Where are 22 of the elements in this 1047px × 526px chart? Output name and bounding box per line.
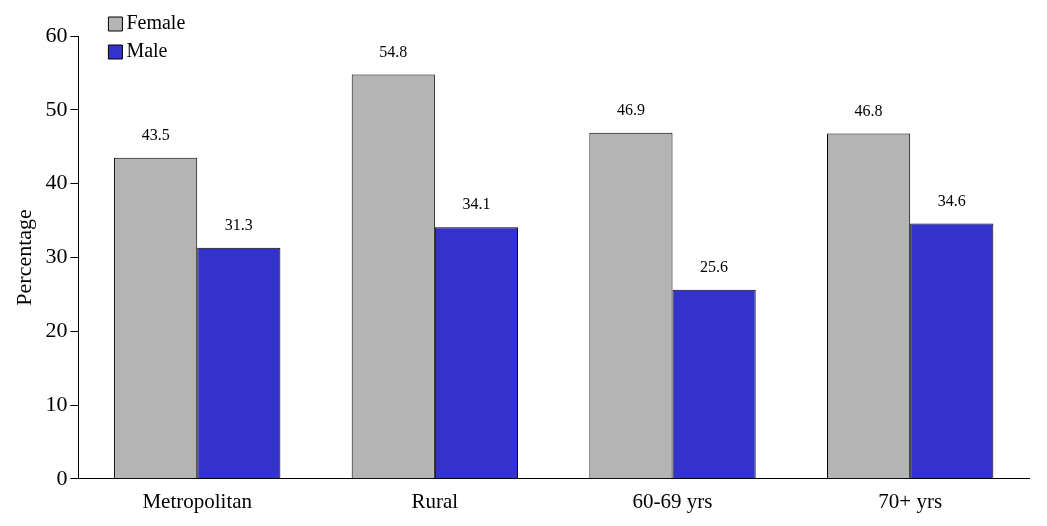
x-tick-label: 60-69 yrs (632, 488, 713, 513)
y-tick-label: 0 (56, 464, 68, 490)
data-label: 34.1 (462, 195, 491, 213)
y-tick-label: 20 (45, 316, 68, 342)
legend-label: Male (126, 39, 168, 62)
y-axis-title: Percentage (10, 209, 36, 306)
data-label: 43.5 (141, 125, 170, 143)
x-tick-label: 70+ yrs (878, 488, 943, 513)
y-tick-label: 60 (45, 21, 68, 47)
data-label: 25.6 (700, 258, 729, 276)
legend-label: Female (126, 11, 186, 34)
x-tick-label: Metropolitan (142, 488, 253, 513)
y-tick-label: 30 (45, 243, 68, 269)
y-tick-label: 10 (45, 390, 68, 416)
data-label: 31.3 (224, 216, 253, 234)
y-tick-label: 50 (45, 95, 68, 121)
data-label: 34.6 (937, 191, 966, 209)
y-tick-label: 40 (45, 169, 68, 195)
data-label: 46.9 (616, 100, 645, 118)
data-label: 46.8 (854, 101, 883, 119)
data-label: 54.8 (379, 42, 408, 60)
x-tick-label: Rural (411, 488, 459, 513)
